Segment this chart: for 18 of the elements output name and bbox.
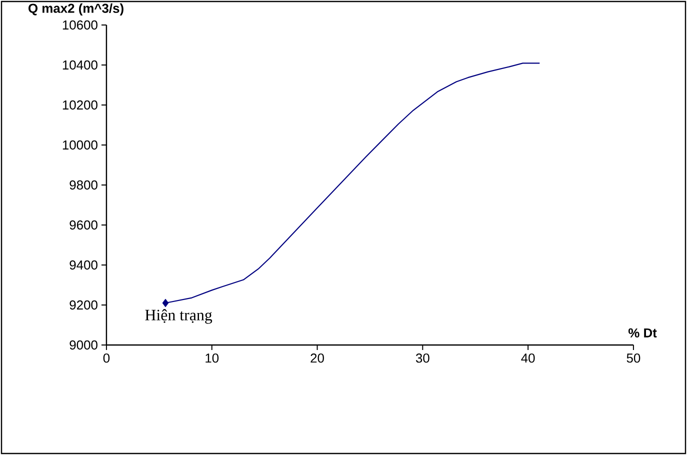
- y-tick-label: 9000: [70, 340, 98, 350]
- annotation: Hiện trạng: [145, 309, 212, 324]
- x-tick-label: 0: [103, 354, 110, 363]
- y-tick-label: 9200: [70, 300, 98, 310]
- y-axis-title: Q max2 (m^3/s): [28, 3, 124, 16]
- y-tick-label: 10200: [62, 100, 98, 110]
- y-tick-label: 10600: [62, 20, 98, 30]
- y-tick-label: 10000: [62, 140, 98, 150]
- x-tick-label: 50: [626, 354, 640, 363]
- y-tick-label: 9800: [70, 180, 98, 190]
- y-tick-label: 9400: [70, 260, 98, 270]
- x-tick-label: 40: [521, 354, 535, 363]
- y-tick-label: 10400: [62, 60, 98, 70]
- x-tick-label: 30: [416, 354, 430, 363]
- x-tick-label: 10: [206, 354, 219, 363]
- x-tick-label: 20: [310, 354, 324, 363]
- x-axis-title: % Dt: [628, 328, 657, 338]
- y-tick-label: 9600: [70, 220, 98, 230]
